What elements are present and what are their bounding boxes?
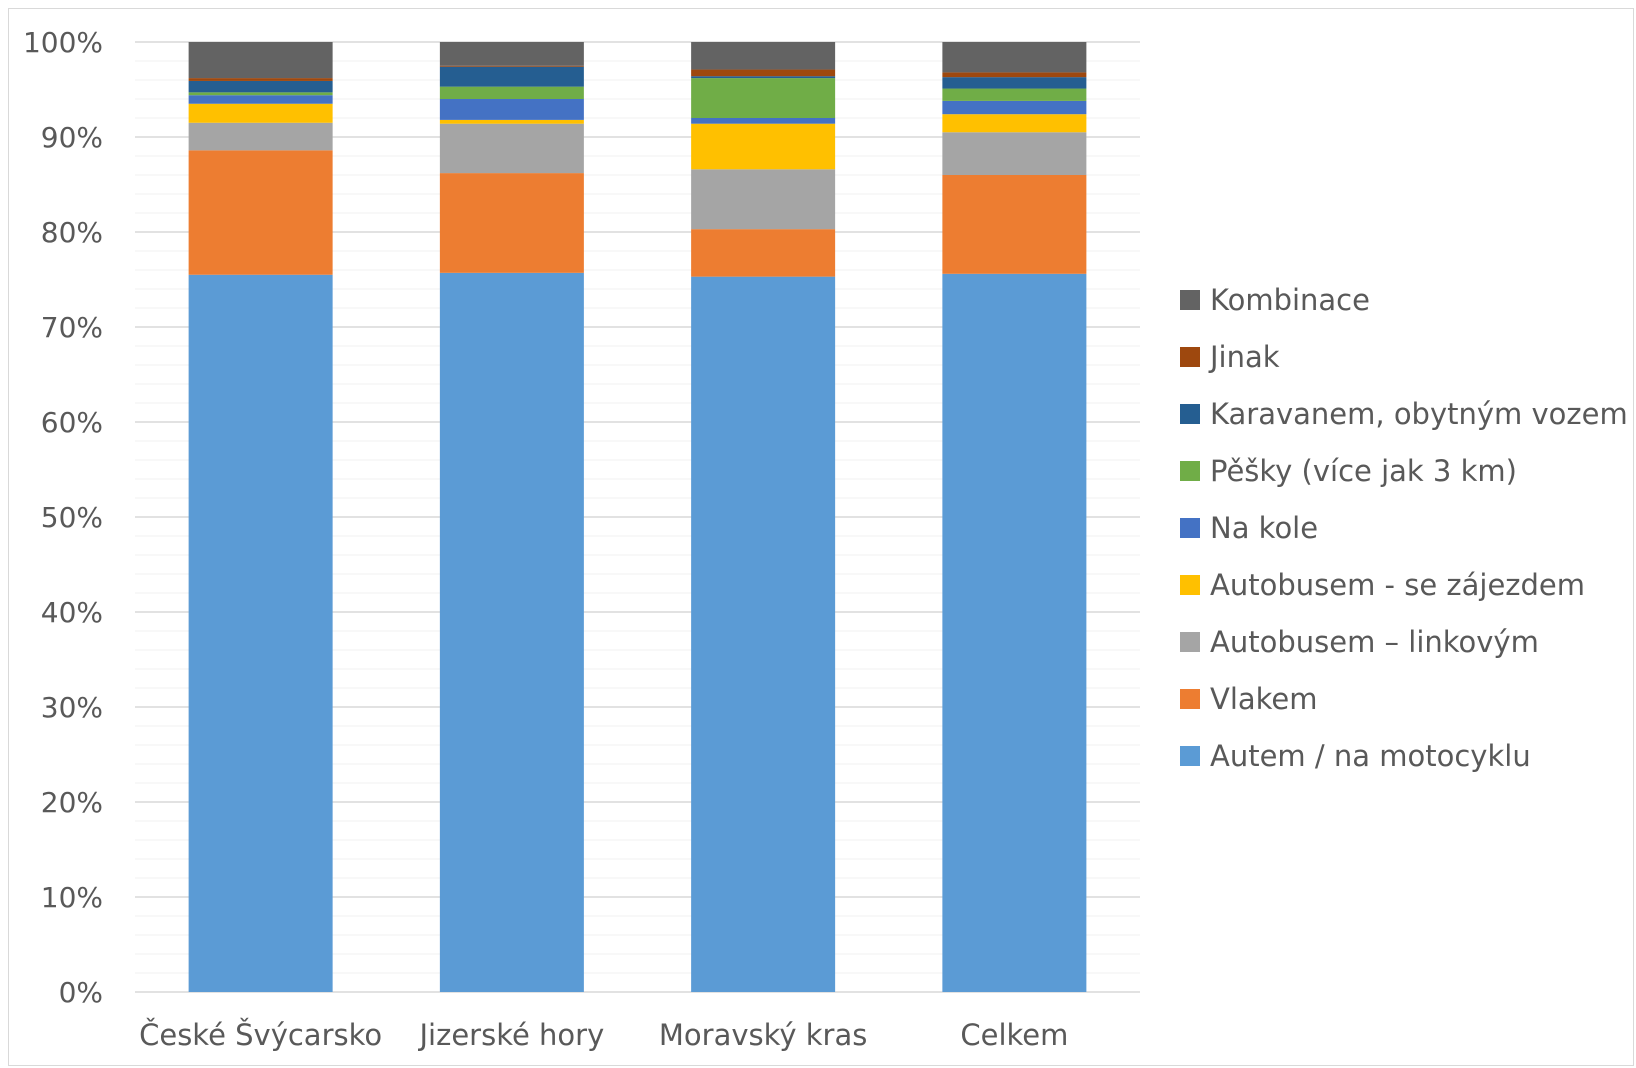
legend-label: Na kole [1210,511,1318,545]
y-axis: 0% 10% 20% 30% 40% 50% 60% 70% 80% 90% 100% [23,26,103,1009]
y-tick-label: 0% [59,976,103,1009]
bar-segment [439,173,584,273]
bar-segment [439,42,584,66]
bar-segment [691,69,836,77]
legend-label: Autobusem – linkovým [1210,625,1539,659]
legend-label: Kombinace [1210,283,1370,317]
bar-segment [691,123,836,170]
bar-segment [188,95,333,104]
bar-segment [691,118,836,124]
legend-swatch [1180,404,1200,424]
bar-segment [942,273,1087,992]
legend-swatch [1180,347,1200,367]
legend-swatch [1180,518,1200,538]
bar-segment [188,42,333,79]
legend-swatch [1180,461,1200,481]
x-axis: České Švýcarsko Jizerské hory Moravský kra… [139,1018,1068,1052]
bar-segment [439,119,584,124]
legend-swatch [1180,746,1200,766]
bar-segment [439,272,584,993]
bar-segment [942,114,1087,133]
bar-segment [188,122,333,151]
x-category-label: Jizerské hory [418,1018,605,1052]
bar-segment [942,175,1087,274]
y-tick-label: 30% [41,691,103,724]
legend-label: Karavanem, obytným vozem [1210,397,1628,431]
legend-label: Pěšky (více jak 3 km) [1210,454,1517,488]
legend-swatch [1180,290,1200,310]
bar-segment [691,229,836,277]
legend-swatch [1180,575,1200,595]
bar-segment [691,42,836,70]
legend-label: Autem / na motocyklu [1210,739,1531,773]
legend-swatch [1180,689,1200,709]
bar-segment [942,100,1087,115]
y-tick-label: 20% [41,786,103,819]
y-tick-label: 10% [41,881,103,914]
y-tick-label: 60% [41,406,103,439]
bar-segment [942,72,1087,78]
bar-segment [439,66,584,87]
bar-segment [691,276,836,992]
x-category-label: Moravský kras [659,1018,867,1052]
bar-segment [439,65,584,67]
y-tick-label: 50% [41,501,103,534]
y-tick-label: 40% [41,596,103,629]
legend-label: Jinak [1208,340,1280,374]
bar-segment [942,88,1087,101]
legend-label: Vlakem [1210,682,1318,716]
y-tick-label: 80% [41,216,103,249]
x-category-label: České Švýcarsko [139,1018,382,1052]
bar-segment [188,274,333,992]
bars [188,42,1087,993]
bar-segment [691,76,836,79]
y-tick-label: 70% [41,311,103,344]
legend-swatch [1180,632,1200,652]
y-tick-label: 90% [41,121,103,154]
bar-segment [942,77,1087,89]
bar-segment [188,78,333,81]
bar-segment [942,132,1087,175]
bar-segment [188,150,333,275]
x-category-label: Celkem [960,1018,1068,1052]
legend-label: Autobusem - se zájezdem [1210,568,1585,602]
bar-segment [188,103,333,123]
bar-segment [188,92,333,96]
legend: Kombinace Jinak Karavanem, obytným vozem Pě… [1180,283,1628,773]
bar-segment [691,169,836,230]
bar-segment [439,86,584,99]
bar-segment [188,80,333,93]
bar-segment [691,78,836,118]
bar-segment [942,42,1087,73]
bar-segment [439,99,584,120]
y-tick-label: 100% [23,26,103,59]
bar-segment [439,123,584,174]
